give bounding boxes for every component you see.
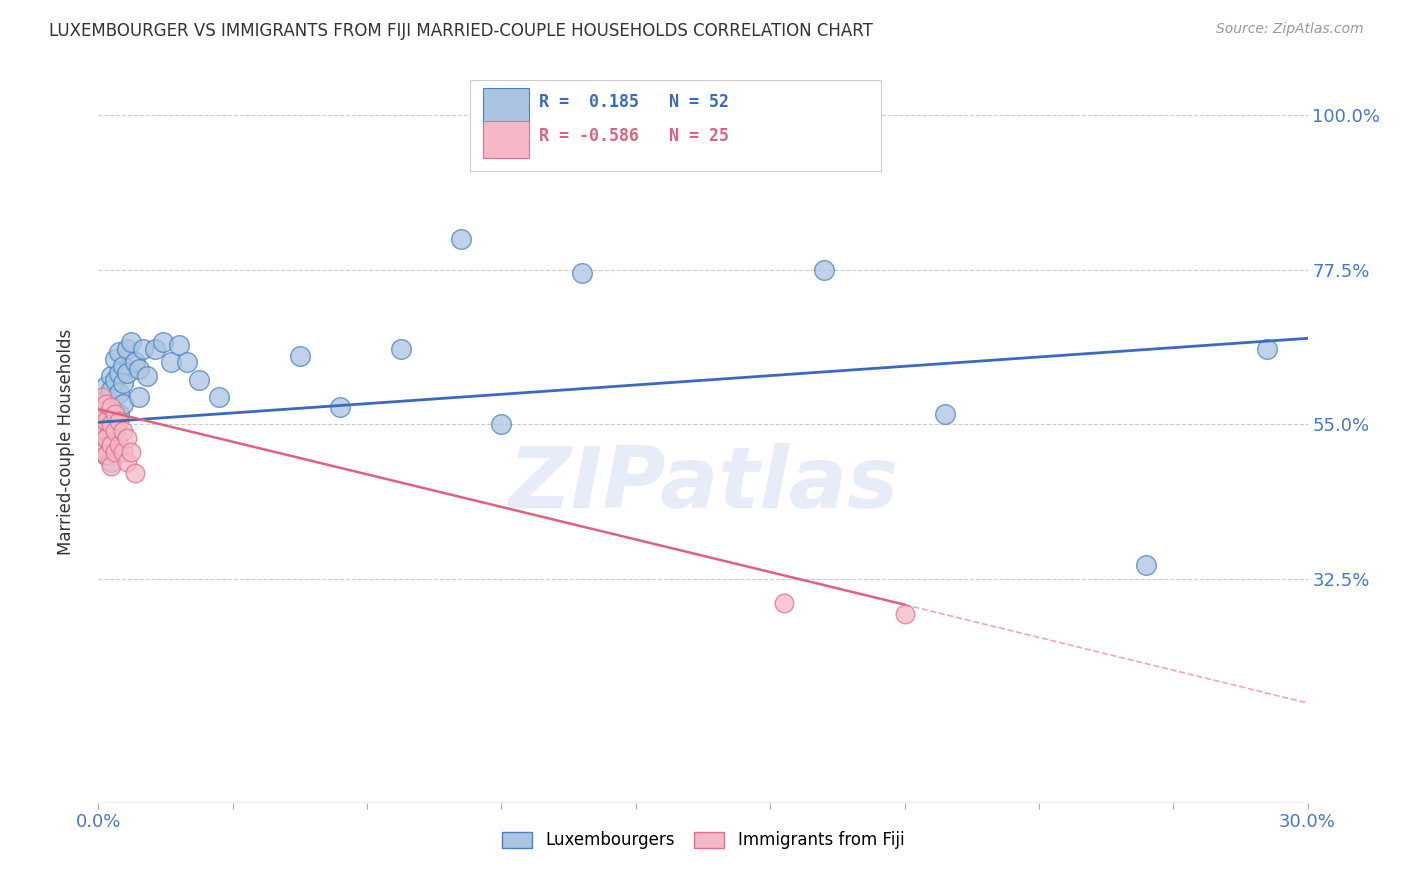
Point (91, 421, 114, 435)
Point (176, 355, 198, 369)
Point (103, 351, 125, 366)
Point (124, 355, 146, 369)
Point (128, 390, 150, 404)
Point (107, 386, 129, 401)
Point (111, 445, 134, 459)
Point (91, 407, 114, 421)
Point (103, 373, 125, 387)
Legend: Luxembourgers, Immigrants from Fiji: Luxembourgers, Immigrants from Fiji (495, 824, 911, 856)
Point (115, 455, 138, 469)
Point (132, 342, 155, 356)
Point (100, 369, 122, 384)
Point (91, 431, 114, 445)
Point (103, 407, 125, 421)
Point (120, 334, 142, 349)
Point (111, 359, 134, 373)
Point (103, 424, 125, 438)
Point (96, 448, 118, 462)
Point (91, 445, 114, 459)
Point (96, 397, 118, 411)
Text: R =  0.185   N = 52: R = 0.185 N = 52 (538, 93, 728, 111)
Point (96, 393, 118, 408)
Text: R = -0.586   N = 25: R = -0.586 N = 25 (538, 127, 728, 145)
Point (1256, 342, 1278, 356)
Point (100, 438, 122, 452)
Point (111, 376, 134, 390)
Point (115, 342, 138, 356)
Point (103, 445, 125, 459)
Point (96, 414, 118, 428)
Point (100, 421, 122, 435)
Point (1135, 558, 1157, 573)
Point (208, 390, 231, 404)
Point (711, 149, 734, 163)
Point (96, 379, 118, 393)
Point (100, 403, 122, 417)
Text: ZIPatlas: ZIPatlas (508, 443, 898, 526)
Point (103, 421, 125, 435)
Text: LUXEMBOURGER VS IMMIGRANTS FROM FIJI MARRIED-COUPLE HOUSEHOLDS CORRELATION CHART: LUXEMBOURGER VS IMMIGRANTS FROM FIJI MAR… (49, 22, 873, 40)
Point (96, 431, 118, 445)
Point (103, 403, 125, 417)
Point (120, 445, 142, 459)
Point (813, 262, 835, 277)
Text: Source: ZipAtlas.com: Source: ZipAtlas.com (1216, 22, 1364, 37)
Point (100, 438, 122, 452)
Point (124, 466, 146, 480)
Point (571, 266, 593, 280)
Point (329, 400, 352, 414)
Point (91, 421, 114, 435)
Point (91, 442, 114, 456)
Point (288, 349, 311, 363)
Point (107, 366, 129, 380)
Point (188, 373, 211, 387)
Point (160, 355, 183, 369)
Point (100, 417, 122, 432)
Point (143, 342, 166, 356)
FancyBboxPatch shape (470, 80, 880, 170)
Point (100, 383, 122, 397)
Point (91, 403, 114, 417)
Point (107, 345, 129, 359)
Point (100, 455, 122, 469)
Point (107, 414, 129, 428)
Point (111, 424, 134, 438)
Point (934, 407, 956, 421)
Bar (482, 121, 529, 158)
Point (128, 362, 150, 376)
Point (450, 231, 472, 245)
Bar (482, 87, 529, 124)
Point (107, 407, 129, 421)
Point (100, 458, 122, 473)
Point (115, 366, 138, 380)
Point (135, 369, 157, 384)
Point (152, 334, 174, 349)
Point (96, 414, 118, 428)
Point (115, 431, 138, 445)
Point (167, 338, 190, 352)
Point (96, 431, 118, 445)
Point (100, 400, 122, 414)
Point (111, 397, 134, 411)
Point (772, 596, 794, 610)
Y-axis label: Married-couple Households: Married-couple Households (56, 328, 75, 555)
Point (491, 417, 513, 432)
Point (91, 390, 114, 404)
Point (96, 448, 118, 462)
Point (389, 342, 412, 356)
Point (893, 607, 915, 621)
Point (107, 438, 129, 452)
